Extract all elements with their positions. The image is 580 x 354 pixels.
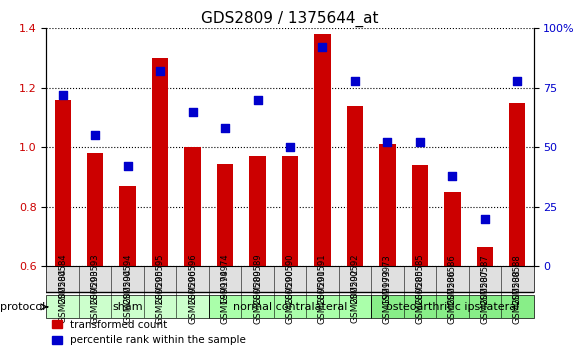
- Bar: [119, 186, 136, 266]
- Point: [285, 144, 295, 150]
- Text: GSM200587: GSM200587: [480, 269, 490, 324]
- Point: [155, 68, 165, 74]
- FancyBboxPatch shape: [46, 295, 209, 318]
- Text: GSM200591: GSM200591: [318, 254, 327, 304]
- Point: [188, 109, 197, 114]
- Point: [350, 78, 360, 84]
- Text: GSM200594: GSM200594: [123, 254, 132, 304]
- Bar: [412, 165, 428, 266]
- Text: GSM199974: GSM199974: [220, 254, 230, 304]
- Text: GSM200588: GSM200588: [513, 254, 522, 304]
- Text: GSM200596: GSM200596: [188, 254, 197, 304]
- Point: [448, 173, 457, 178]
- Text: GSM199974: GSM199974: [220, 269, 230, 324]
- Bar: [217, 164, 233, 266]
- Text: normal contralateral: normal contralateral: [233, 302, 347, 312]
- Text: GSM200591: GSM200591: [318, 269, 327, 324]
- FancyBboxPatch shape: [209, 295, 371, 318]
- Title: GDS2809 / 1375644_at: GDS2809 / 1375644_at: [201, 11, 379, 27]
- Text: GSM200585: GSM200585: [415, 269, 425, 324]
- Text: GSM200593: GSM200593: [90, 269, 100, 324]
- Text: GSM200588: GSM200588: [513, 269, 522, 324]
- FancyBboxPatch shape: [371, 295, 534, 318]
- Text: GSM200585: GSM200585: [415, 254, 425, 304]
- Bar: [509, 103, 525, 266]
- Bar: [249, 156, 266, 266]
- Text: GSM200593: GSM200593: [90, 254, 100, 304]
- Bar: [444, 192, 461, 266]
- Bar: [477, 247, 493, 266]
- Bar: [87, 153, 103, 266]
- Text: GSM199973: GSM199973: [383, 254, 392, 304]
- Text: GSM200594: GSM200594: [123, 269, 132, 324]
- Text: GSM200586: GSM200586: [448, 254, 457, 304]
- Bar: [282, 156, 298, 266]
- Bar: [379, 144, 396, 266]
- Text: protocol: protocol: [0, 302, 45, 312]
- Text: GSM200590: GSM200590: [285, 269, 295, 324]
- FancyBboxPatch shape: [46, 266, 534, 292]
- Bar: [314, 34, 331, 266]
- Point: [123, 164, 132, 169]
- Point: [480, 216, 490, 221]
- Text: GSM200584: GSM200584: [58, 254, 67, 304]
- Text: osteoarthritic ipsilateral: osteoarthritic ipsilateral: [386, 302, 519, 312]
- Bar: [347, 105, 363, 266]
- Text: GSM199973: GSM199973: [383, 269, 392, 324]
- Text: sham: sham: [113, 302, 143, 312]
- Text: GSM200595: GSM200595: [155, 254, 165, 304]
- Text: GSM200589: GSM200589: [253, 269, 262, 324]
- Text: GSM200586: GSM200586: [448, 269, 457, 324]
- Text: GSM200592: GSM200592: [350, 269, 360, 324]
- Point: [383, 139, 392, 145]
- Point: [415, 139, 425, 145]
- Text: GSM200587: GSM200587: [480, 254, 490, 304]
- Point: [318, 45, 327, 50]
- Point: [513, 78, 522, 84]
- Point: [220, 125, 230, 131]
- Point: [253, 97, 262, 102]
- Bar: [152, 58, 168, 266]
- Legend: transformed count, percentile rank within the sample: transformed count, percentile rank withi…: [52, 320, 246, 345]
- Text: GSM200584: GSM200584: [58, 269, 67, 324]
- Bar: [184, 147, 201, 266]
- Text: GSM200592: GSM200592: [350, 254, 360, 304]
- Bar: [55, 99, 71, 266]
- Text: GSM200590: GSM200590: [285, 254, 295, 304]
- Point: [90, 132, 100, 138]
- Text: GSM200589: GSM200589: [253, 254, 262, 304]
- Text: GSM200596: GSM200596: [188, 269, 197, 324]
- Text: GSM200595: GSM200595: [155, 269, 165, 324]
- Point: [58, 92, 67, 98]
